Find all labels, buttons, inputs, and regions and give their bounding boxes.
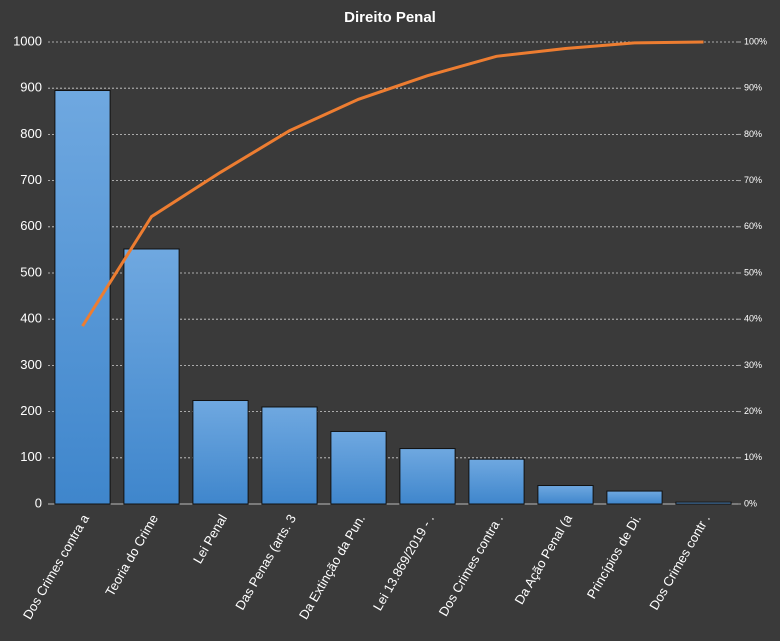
cumulative-line bbox=[81, 40, 704, 327]
y2-tick-label: 10% bbox=[744, 452, 762, 462]
y-tick-label: 800 bbox=[20, 126, 42, 141]
y-tick-label: 500 bbox=[20, 264, 42, 279]
y2-tick-label: 0% bbox=[744, 498, 757, 508]
bar bbox=[606, 490, 663, 505]
bar bbox=[537, 485, 594, 505]
y2-tick-label: 90% bbox=[744, 83, 762, 93]
y-tick-label: 900 bbox=[20, 80, 42, 95]
y-tick-label: 1000 bbox=[13, 33, 42, 48]
y-tick-label: 100 bbox=[20, 449, 42, 464]
bar bbox=[123, 248, 180, 505]
y2-tick-label: 70% bbox=[744, 175, 762, 185]
bar bbox=[192, 400, 249, 505]
y2-tick-label: 60% bbox=[744, 221, 762, 231]
bar bbox=[261, 406, 318, 505]
y2-tick-label: 30% bbox=[744, 360, 762, 370]
bar bbox=[399, 448, 456, 505]
y-tick-label: 400 bbox=[20, 311, 42, 326]
bar bbox=[675, 501, 732, 505]
y2-tick-label: 20% bbox=[744, 406, 762, 416]
y-tick-label: 200 bbox=[20, 403, 42, 418]
y2-tick-label: 50% bbox=[744, 267, 762, 277]
y2-tick-label: 80% bbox=[744, 129, 762, 139]
y-tick-label: 300 bbox=[20, 357, 42, 372]
chart-title: Direito Penal bbox=[344, 9, 436, 26]
y-tick-label: 0 bbox=[35, 495, 42, 510]
y2-tick-label: 100% bbox=[744, 36, 767, 46]
y-tick-label: 700 bbox=[20, 172, 42, 187]
y2-tick-label: 40% bbox=[744, 314, 762, 324]
y-tick-label: 600 bbox=[20, 218, 42, 233]
bar bbox=[330, 430, 387, 505]
bar bbox=[468, 458, 525, 505]
